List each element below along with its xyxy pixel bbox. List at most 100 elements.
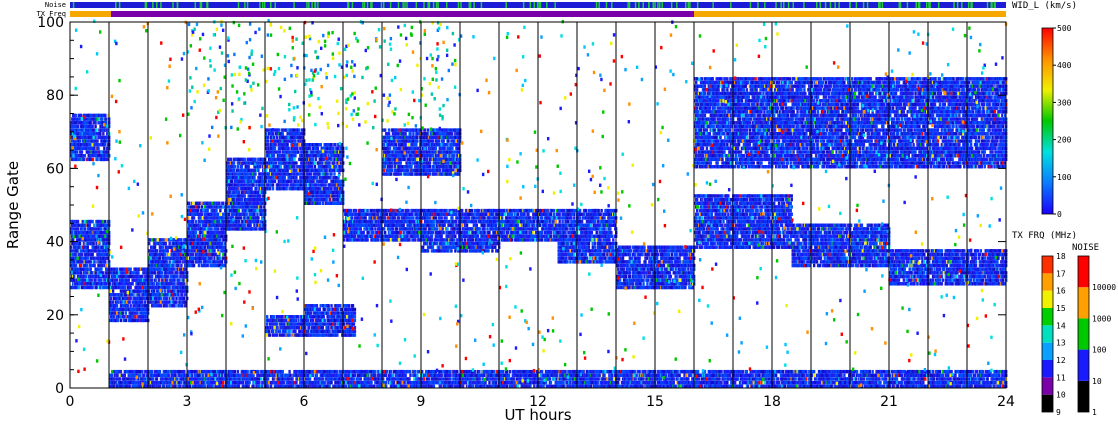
noise-bar-fleck	[918, 2, 921, 8]
echo-cell	[180, 238, 183, 242]
echo-cell	[104, 219, 107, 224]
echo-cell	[219, 208, 222, 213]
echo-cell	[298, 128, 301, 132]
echo-cell	[486, 227, 489, 231]
echo-cell	[109, 282, 112, 286]
echo-cell	[460, 223, 464, 227]
noise-bar-fleck	[554, 2, 556, 8]
echo-cell	[253, 175, 256, 180]
echo-cell	[91, 285, 94, 290]
echo-cell	[71, 285, 75, 290]
echo-cell	[112, 315, 116, 319]
echo-cell	[245, 212, 248, 216]
echo-cell	[113, 282, 117, 286]
echo-cell	[440, 216, 443, 220]
echo-cell	[465, 223, 469, 227]
echo-cell	[313, 161, 317, 165]
noise-bar-fleck	[200, 2, 203, 8]
noise-bar-fleck	[206, 2, 208, 8]
echo-cell	[129, 285, 132, 290]
echo-cell	[194, 219, 198, 224]
noise-bar-fleck	[780, 2, 782, 8]
echo-cell	[210, 227, 213, 231]
noise-bar-fleck	[538, 2, 540, 8]
noise-bar-fleck	[676, 2, 678, 8]
echo-cell	[460, 238, 464, 242]
echo-cell	[89, 274, 92, 279]
echo-cell	[138, 285, 141, 290]
echo-cell	[217, 227, 220, 231]
echo-cell	[115, 304, 119, 308]
echo-cell	[75, 238, 79, 242]
echo-cell	[134, 296, 137, 301]
echo-cell	[137, 271, 140, 275]
echo-cell	[139, 289, 142, 293]
echo-cell	[115, 311, 119, 315]
noise-bar-fleck	[347, 2, 349, 8]
echo-cell	[121, 271, 125, 275]
noise-bar-fleck	[915, 2, 918, 8]
echo-cell	[144, 304, 147, 308]
echo-cell	[112, 296, 116, 301]
echo-cell	[443, 223, 446, 227]
noise-bar-fleck	[156, 2, 158, 8]
echo-cell	[150, 278, 154, 282]
noise-bar-fleck	[816, 2, 818, 8]
echo-cell	[93, 260, 96, 264]
noise-bar-fleck	[406, 2, 408, 8]
echo-cell	[141, 285, 144, 290]
echo-cell	[236, 165, 240, 169]
noise-bar-fleck	[878, 2, 880, 8]
echo-cell	[309, 172, 313, 176]
echo-cell	[313, 165, 317, 169]
echo-cell	[138, 274, 141, 279]
noise-bar-fleck	[404, 2, 406, 8]
echo-cell	[88, 252, 91, 257]
echo-cell	[82, 245, 86, 249]
echo-cell	[483, 230, 486, 235]
echo-cell	[105, 245, 108, 249]
echo-cell	[296, 146, 299, 151]
echo-cell	[177, 263, 180, 268]
echo-cell	[432, 223, 436, 227]
noise-bar-fleck	[199, 2, 202, 8]
noise-bar-fleck	[402, 2, 404, 8]
echo-cell	[72, 219, 76, 224]
echo-cell	[191, 201, 195, 205]
noise-bar-fleck	[259, 2, 261, 8]
echo-cell	[119, 318, 123, 323]
echo-cell	[153, 245, 157, 249]
echo-cell	[79, 263, 83, 268]
echo-cell	[157, 278, 161, 282]
echo-cell	[86, 241, 89, 246]
echo-cell	[109, 289, 112, 293]
noise-bar-fleck	[293, 2, 295, 8]
echo-cell	[86, 223, 89, 227]
noise-bar-fleck	[775, 2, 777, 8]
echo-cell	[121, 311, 125, 315]
echo-cell	[129, 267, 132, 271]
echo-cell	[81, 219, 85, 224]
noise-bar-fleck	[937, 2, 940, 8]
echo-cell	[483, 216, 486, 220]
echo-cell	[232, 168, 236, 173]
echo-cell	[79, 230, 83, 235]
echo-cell	[79, 249, 83, 253]
echo-cell	[121, 296, 125, 301]
noise-bar-fleck	[898, 2, 900, 8]
echo-cell	[217, 260, 220, 264]
noise-bar-fleck	[929, 2, 931, 8]
noise-bar-fleck	[925, 2, 928, 8]
echo-cell	[304, 183, 308, 187]
echo-cell	[104, 260, 107, 264]
echo-cell	[101, 263, 104, 268]
echo-cell	[273, 146, 277, 151]
echo-cell	[128, 300, 131, 304]
echo-cell	[78, 241, 82, 246]
echo-cell	[146, 296, 149, 301]
echo-cell	[371, 227, 374, 231]
noise-bar-fleck	[362, 2, 364, 8]
echo-cell	[491, 249, 494, 253]
echo-cell	[440, 234, 443, 238]
echo-cell	[155, 249, 159, 253]
